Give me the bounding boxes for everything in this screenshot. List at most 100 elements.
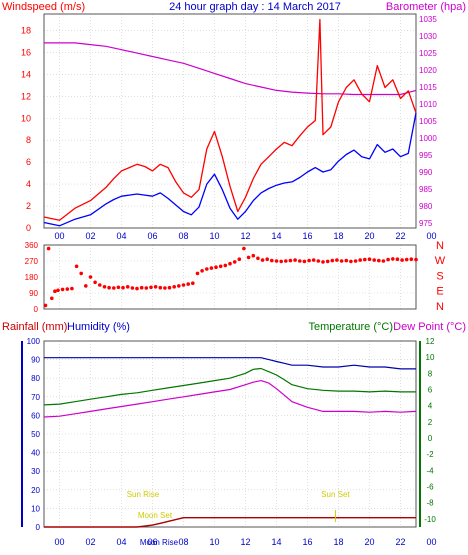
direction-point (102, 285, 107, 289)
wind-y-tick: 16 (21, 47, 31, 57)
direction-point (349, 259, 353, 264)
direction-point (56, 288, 60, 293)
direction-point (307, 258, 311, 263)
direction-point (130, 286, 135, 290)
temp-x-tick: 08 (178, 537, 188, 547)
direction-point (288, 258, 293, 263)
moon-set-label: Moon Set (138, 511, 173, 520)
temp-x-tick: 22 (395, 537, 405, 547)
wind-x-tick: 02 (85, 231, 95, 241)
direction-point (200, 269, 204, 273)
direction-point (321, 260, 325, 264)
temp-y-tick: 0 (428, 434, 433, 443)
direction-point (125, 285, 130, 289)
direction-point (228, 261, 232, 266)
direction-point (209, 266, 214, 270)
direction-point (367, 257, 372, 262)
temp-y-tick: 8 (428, 369, 433, 378)
dir-y-tick: 180 (25, 273, 39, 282)
barometer-y-tick: 1010 (419, 100, 437, 109)
wind-x-tick: 14 (271, 231, 281, 241)
rainfall-axis-label: Rainfall (mm) (2, 321, 67, 333)
windspeed-axis-label: Windspeed (m/s) (2, 1, 85, 13)
direction-point (372, 258, 377, 262)
direction-point (400, 258, 404, 262)
temperature-axis-label: Temperature (°C) (309, 321, 393, 333)
direction-point (144, 286, 149, 290)
direction-point (330, 258, 335, 263)
wind-panel: 0246810121416189759809859909951000100510… (21, 13, 437, 241)
barometer-y-tick: 1035 (419, 15, 437, 24)
compass-label: E (436, 286, 443, 298)
barometer-y-tick: 1015 (419, 83, 437, 92)
speed-line (43, 112, 417, 227)
temp-y-tick: 6 (428, 386, 433, 395)
direction-point (53, 289, 57, 294)
rainfall-line (44, 517, 416, 528)
direction-point (316, 259, 321, 263)
wind-y-tick: 18 (21, 25, 31, 35)
direction-point (121, 285, 125, 290)
direction-point (177, 284, 181, 288)
direction-point (181, 283, 186, 287)
temp-y-tick: -8 (426, 499, 434, 508)
barometer-axis-label: Barometer (hpa) (386, 1, 466, 13)
humidity-axis-label: Humidity (%) (67, 321, 130, 333)
temp-x-tick: 06 (147, 537, 157, 547)
direction-point (50, 296, 54, 301)
temp-x-tick: 14 (271, 537, 281, 547)
direction-point (46, 246, 51, 251)
compass-label: S (436, 270, 443, 282)
barometer-y-tick: 985 (419, 185, 433, 194)
direction-point (112, 286, 116, 290)
temp-y-tick: 4 (428, 402, 433, 411)
humidity-y-tick: 90 (31, 356, 40, 365)
direction-point (70, 286, 74, 291)
direction-point (116, 285, 121, 290)
temp-y-tick: -6 (426, 483, 434, 492)
temperature-panel: 0102030405060708090100-10-8-6-4-20246810… (21, 337, 437, 547)
direction-point (404, 257, 409, 262)
wind-x-tick: 06 (147, 231, 157, 241)
direction-point (60, 287, 65, 292)
direction-point (409, 257, 414, 262)
humidity-y-tick: 20 (31, 486, 40, 495)
temperature-line (43, 367, 416, 406)
wind-x-tick: 00 (426, 231, 436, 241)
direction-point (98, 283, 102, 287)
direction-point (284, 259, 288, 263)
direction-point (149, 285, 153, 290)
direction-point (377, 258, 381, 263)
temp-y-tick: 12 (426, 337, 435, 346)
direction-point (74, 264, 79, 269)
barometer-y-tick: 995 (419, 151, 433, 160)
direction-point (274, 259, 279, 263)
temp-x-tick: 10 (209, 537, 219, 547)
compass-label: N (436, 240, 444, 252)
temp-x-tick: 04 (116, 537, 126, 547)
direction-point (242, 246, 246, 251)
direction-point (256, 256, 260, 261)
direction-point (302, 259, 307, 264)
humidity-y-tick: 30 (31, 467, 40, 476)
direction-point (65, 287, 70, 291)
direction-point (293, 258, 297, 262)
humidity-y-tick: 0 (36, 523, 41, 532)
direction-point (232, 260, 237, 264)
direction-point (339, 259, 344, 263)
direction-point (414, 257, 418, 262)
direction-point (237, 257, 242, 262)
direction-point (363, 257, 367, 262)
direction-point (186, 282, 190, 286)
direction-point (246, 255, 251, 260)
dir-y-tick: 360 (25, 241, 39, 250)
barometer-y-tick: 1020 (419, 66, 437, 75)
direction-point (335, 258, 339, 262)
direction-point (191, 281, 195, 286)
sun-rise-label: Sun Rise (127, 490, 160, 499)
direction-point (358, 258, 363, 262)
sun-set-label: Sun Set (321, 490, 350, 499)
wind-frame (43, 13, 417, 229)
direction-point (205, 267, 209, 271)
